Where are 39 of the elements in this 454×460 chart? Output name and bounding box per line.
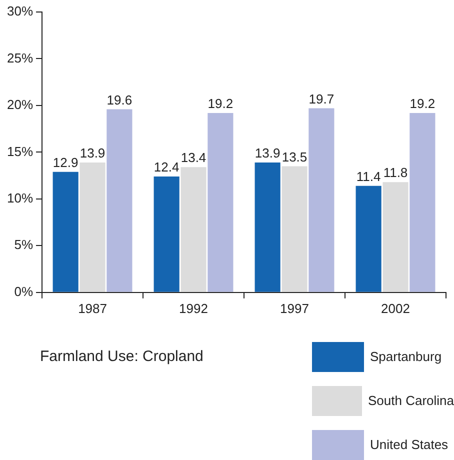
- data-label: 11.4: [356, 168, 381, 184]
- y-tick-label: 15%: [6, 144, 34, 159]
- data-label: 12.9: [52, 154, 78, 170]
- x-tick-label: 2002: [381, 300, 410, 316]
- y-tick-label: 30%: [6, 4, 34, 19]
- y-tick-label: 20%: [6, 97, 34, 112]
- bar: [80, 162, 106, 292]
- bar: [208, 112, 234, 292]
- bar: [282, 166, 308, 292]
- x-tick-label: 1987: [78, 300, 107, 316]
- bar: [410, 112, 436, 292]
- data-label: 19.6: [106, 92, 132, 108]
- y-tick-label: 10%: [6, 190, 34, 206]
- text: Farmland Use: Cropland: [40, 348, 204, 365]
- bar: [106, 109, 132, 292]
- data-label: 13.9: [254, 146, 280, 161]
- data-label: 13.5: [282, 149, 308, 164]
- bar: [154, 176, 180, 292]
- data-label: 11.8: [383, 165, 408, 180]
- y-tick-label: 0%: [14, 284, 34, 299]
- bar: [382, 182, 408, 292]
- data-label: 13.4: [180, 150, 206, 166]
- text: Spartanburg: [364, 342, 454, 372]
- text: South Carolina: [362, 386, 454, 416]
- data-label: 19.7: [308, 91, 334, 106]
- data-label: 19.2: [410, 96, 436, 112]
- x-tick-label: 1997: [280, 300, 309, 316]
- y-tick-label: 25%: [6, 50, 34, 66]
- data-label: 19.2: [208, 96, 234, 112]
- bar: [356, 186, 382, 292]
- y-tick-label: 5%: [14, 237, 34, 252]
- data-label: 12.4: [154, 160, 180, 175]
- x-tick-label: 1992: [179, 300, 208, 316]
- bar: [254, 162, 280, 292]
- data-label: 13.9: [80, 146, 106, 161]
- bar: [180, 167, 206, 292]
- bar: [52, 172, 78, 292]
- bar: [308, 108, 334, 292]
- text: United States: [364, 430, 454, 460]
